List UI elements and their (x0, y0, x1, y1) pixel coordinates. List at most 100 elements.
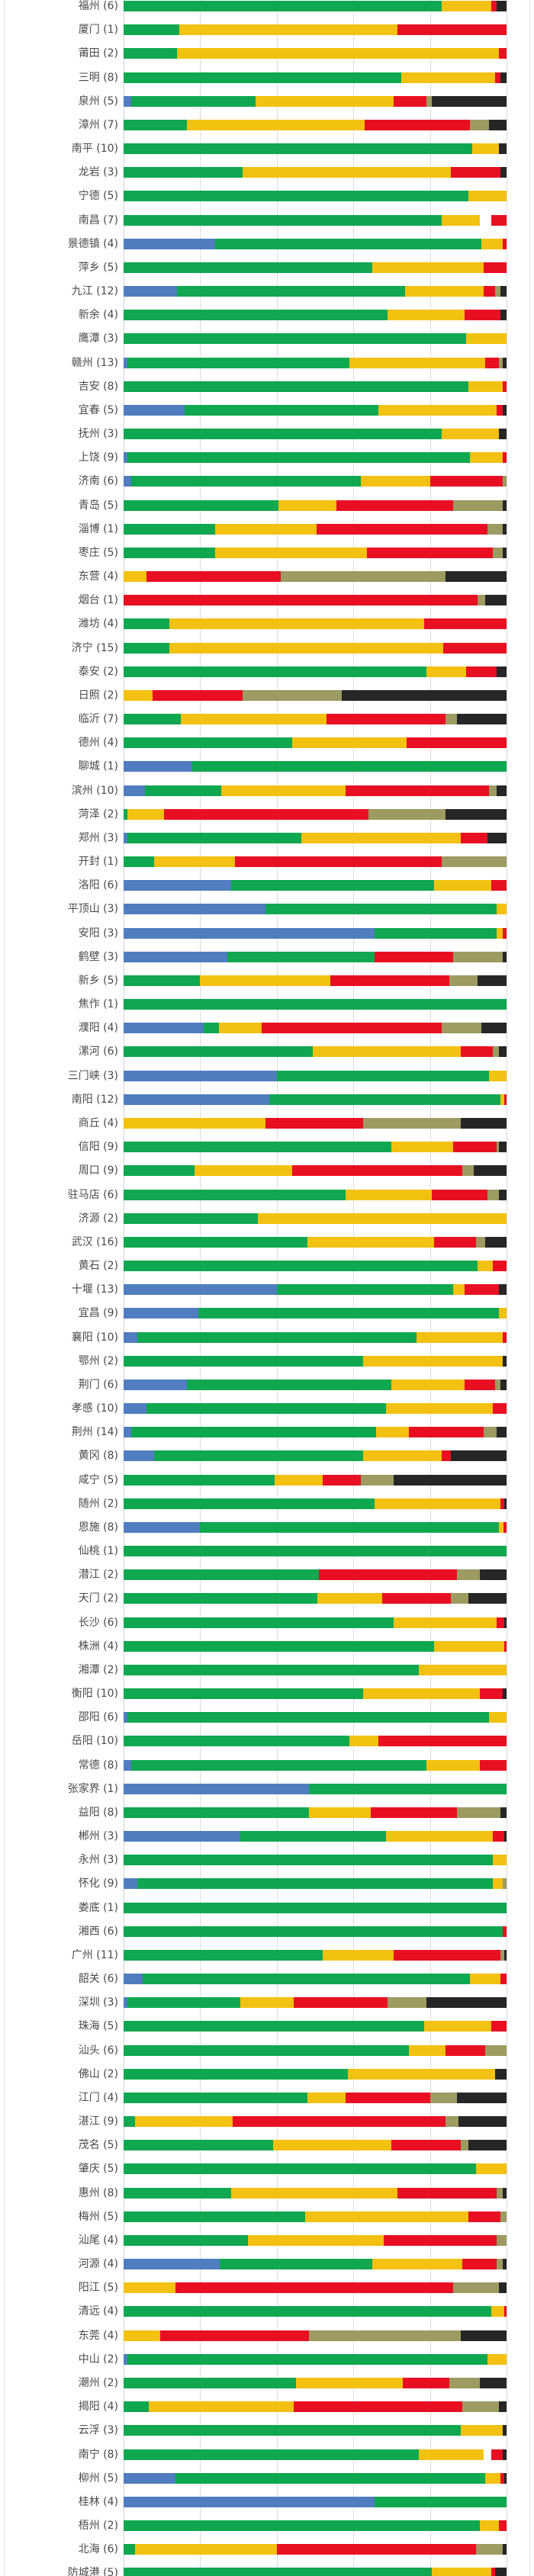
bar-segment-yellow[interactable] (275, 1475, 323, 1486)
bar-segment-red[interactable] (493, 1261, 507, 1271)
bar-segment-red[interactable] (502, 1332, 507, 1343)
bar-segment-black[interactable] (498, 1284, 507, 1295)
bar-segment-yellow[interactable] (393, 1617, 497, 1628)
bar-segment-blue[interactable] (124, 2259, 220, 2269)
bar-segment-green[interactable] (124, 262, 373, 273)
bar-segment-red[interactable] (504, 2306, 507, 2317)
bar-segment-yellow[interactable] (432, 2568, 491, 2576)
bar-segment-blue[interactable] (124, 1878, 137, 1889)
bar-segment-red[interactable] (407, 737, 507, 748)
bar-segment-green[interactable] (124, 1736, 350, 1746)
bar-segment-red[interactable] (500, 1498, 505, 1509)
bar-segment-red[interactable] (163, 809, 369, 820)
bar-segment-blue[interactable] (124, 1831, 241, 1842)
bar-segment-green[interactable] (124, 548, 216, 558)
bar-segment-red[interactable] (460, 1046, 494, 1057)
bar-segment-olive[interactable] (449, 2378, 480, 2388)
bar-segment-green[interactable] (198, 1308, 499, 1319)
bar-segment-yellow[interactable] (433, 880, 491, 891)
bar-segment-green[interactable] (124, 2188, 231, 2199)
bar-segment-olive[interactable] (441, 856, 507, 867)
bar-segment-green[interactable] (124, 381, 468, 392)
bar-segment-blue[interactable] (124, 1094, 269, 1105)
bar-segment-red[interactable] (408, 1427, 484, 1437)
bar-segment-blue[interactable] (124, 1760, 132, 1771)
bar-segment-green[interactable] (124, 1593, 317, 1604)
bar-segment-green[interactable] (124, 618, 170, 629)
bar-segment-yellow[interactable] (323, 1950, 394, 1961)
bar-segment-green[interactable] (200, 1522, 499, 1533)
bar-segment-yellow[interactable] (361, 476, 430, 487)
bar-segment-olive[interactable] (483, 1427, 497, 1437)
bar-segment-yellow[interactable] (500, 1094, 505, 1105)
bar-segment-yellow[interactable] (417, 1332, 503, 1343)
bar-segment-red[interactable] (493, 1831, 505, 1842)
bar-segment-green[interactable] (131, 1427, 377, 1437)
bar-segment-red[interactable] (397, 2188, 497, 2199)
bar-segment-yellow[interactable] (362, 1688, 480, 1699)
bar-segment-yellow[interactable] (470, 452, 503, 463)
bar-segment-yellow[interactable] (372, 262, 484, 273)
bar-segment-yellow[interactable] (487, 2354, 507, 2365)
bar-segment-green[interactable] (124, 2520, 480, 2531)
bar-segment-blue[interactable] (124, 358, 128, 368)
bar-segment-black[interactable] (497, 1, 507, 11)
bar-segment-green[interactable] (131, 476, 362, 487)
bar-segment-red[interactable] (175, 2282, 453, 2293)
bar-segment-green[interactable] (227, 952, 375, 962)
bar-segment-yellow[interactable] (307, 2093, 346, 2103)
bar-segment-red[interactable] (503, 1522, 507, 1533)
bar-segment-red[interactable] (479, 1688, 503, 1699)
bar-segment-red[interactable] (443, 643, 507, 654)
bar-segment-olive[interactable] (498, 358, 503, 368)
bar-segment-green[interactable] (186, 1380, 392, 1390)
bar-segment-blue[interactable] (124, 96, 132, 107)
bar-segment-yellow[interactable] (441, 215, 480, 226)
bar-segment-black[interactable] (500, 286, 507, 297)
bar-segment-green[interactable] (204, 1023, 220, 1033)
bar-segment-black[interactable] (502, 1356, 507, 1367)
bar-segment-red[interactable] (291, 1165, 463, 1176)
bar-segment-red[interactable] (403, 2378, 449, 2388)
bar-segment-blue[interactable] (124, 2497, 375, 2507)
bar-segment-yellow[interactable] (362, 1356, 503, 1367)
bar-segment-red[interactable] (330, 975, 449, 986)
bar-segment-olive[interactable] (502, 1878, 507, 1889)
bar-segment-red[interactable] (234, 856, 442, 867)
bar-segment-yellow[interactable] (400, 72, 495, 83)
bar-segment-olive[interactable] (452, 952, 503, 962)
bar-segment-red[interactable] (327, 714, 446, 724)
bar-segment-olive[interactable] (462, 1165, 474, 1176)
bar-segment-olive[interactable] (280, 571, 446, 582)
bar-segment-olive[interactable] (361, 1475, 394, 1486)
bar-segment-green[interactable] (124, 191, 468, 201)
bar-segment-black[interactable] (502, 2425, 507, 2436)
bar-segment-olive[interactable] (475, 2544, 503, 2555)
bar-segment-black[interactable] (500, 72, 507, 83)
bar-segment-red[interactable] (460, 833, 487, 843)
bar-segment-red[interactable] (497, 1617, 505, 1628)
bar-segment-yellow[interactable] (424, 2021, 491, 2032)
bar-segment-green[interactable] (124, 2163, 476, 2174)
bar-segment-red[interactable] (451, 167, 501, 178)
bar-segment-red[interactable] (483, 286, 495, 297)
bar-segment-yellow[interactable] (493, 1878, 503, 1889)
bar-segment-olive[interactable] (362, 1118, 461, 1129)
bar-segment-yellow[interactable] (497, 904, 507, 914)
bar-segment-green[interactable] (124, 1926, 503, 1937)
bar-segment-blue[interactable] (124, 904, 265, 914)
bar-segment-black[interactable] (460, 1118, 507, 1129)
bar-segment-yellow[interactable] (124, 571, 147, 582)
bar-segment-red[interactable] (464, 1284, 499, 1295)
bar-segment-red[interactable] (491, 215, 507, 226)
bar-segment-olive[interactable] (500, 1950, 505, 1961)
bar-segment-yellow[interactable] (498, 1308, 507, 1319)
bar-segment-yellow[interactable] (317, 1593, 382, 1604)
bar-segment-blue[interactable] (124, 1522, 201, 1533)
bar-segment-yellow[interactable] (478, 1261, 494, 1271)
bar-segment-black[interactable] (478, 975, 507, 986)
bar-segment-yellow[interactable] (418, 1665, 507, 1675)
bar-segment-white[interactable] (483, 2449, 491, 2460)
bar-segment-black[interactable] (485, 1237, 507, 1248)
bar-segment-green[interactable] (124, 167, 243, 178)
